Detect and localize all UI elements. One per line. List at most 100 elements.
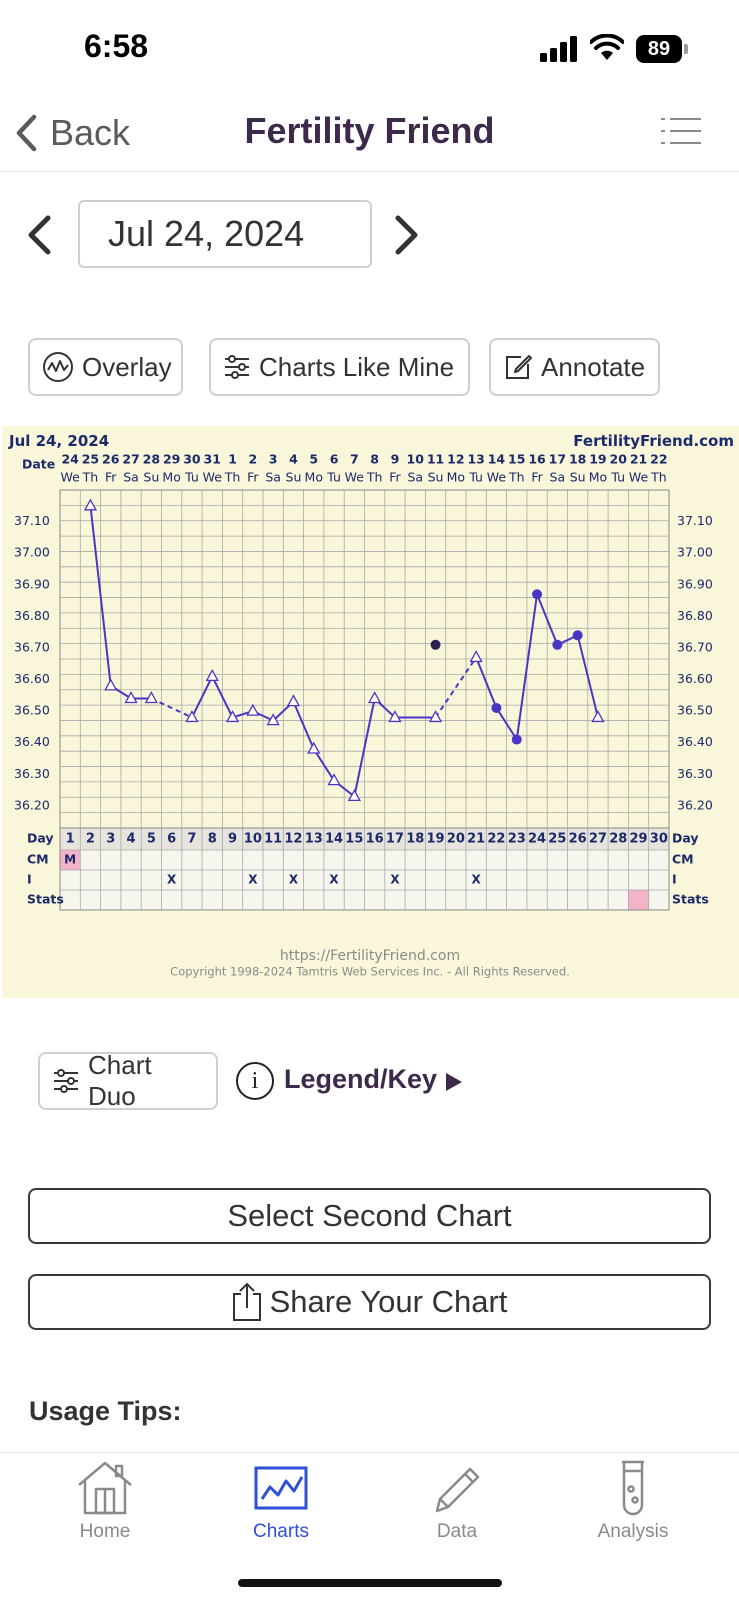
temp-line <box>495 707 518 741</box>
temp-line <box>353 698 376 797</box>
temp-point <box>532 589 543 600</box>
overlay-button[interactable]: Overlay <box>28 338 183 396</box>
temp-point <box>185 710 199 723</box>
tab-analysis-label: Analysis <box>597 1521 669 1542</box>
weekday-label: Su <box>286 470 302 485</box>
navigation-bar: Back Fertility Friend <box>0 100 739 172</box>
temp-point <box>388 710 402 723</box>
cycle-day-label: 23 <box>508 832 526 847</box>
date-field[interactable]: Jul 24, 2024 <box>78 200 372 268</box>
y-tick-left: 36.20 <box>14 797 50 812</box>
share-chart-button[interactable]: Share Your Chart <box>28 1274 711 1330</box>
chart-duo-button[interactable]: Chart Duo <box>38 1050 218 1111</box>
temp-point <box>266 713 280 726</box>
date-label: 28 <box>143 452 160 467</box>
tab-charts[interactable]: Charts <box>206 1459 356 1549</box>
list-menu-icon[interactable] <box>660 116 702 146</box>
y-tick-left: 36.60 <box>14 671 50 686</box>
intercourse-mark: X <box>167 873 177 887</box>
date-label: 22 <box>650 452 667 467</box>
tab-home[interactable]: Home <box>30 1459 180 1549</box>
temp-point <box>327 773 341 786</box>
weekday-label: Sa <box>407 470 423 485</box>
weekday-label: Fr <box>247 470 259 485</box>
cycle-day-label: 6 <box>167 832 176 847</box>
y-tick-right: 36.80 <box>677 608 713 623</box>
day-row-label-right: Day <box>672 831 699 846</box>
temp-point <box>368 691 382 704</box>
cycle-day-label: 13 <box>305 832 323 847</box>
temp-line <box>475 657 498 709</box>
temp-point <box>104 678 118 691</box>
stats-highlight-cell <box>628 890 649 910</box>
weekday-label: We <box>487 470 507 485</box>
y-tick-right: 36.30 <box>677 766 713 781</box>
tab-analysis[interactable]: Analysis <box>558 1459 708 1549</box>
y-tick-right: 37.10 <box>677 513 713 528</box>
intercourse-mark: X <box>248 873 258 887</box>
menses-cell <box>60 850 81 870</box>
weekday-label: Th <box>650 470 667 485</box>
battery-icon: 89 <box>636 35 688 63</box>
date-label: 3 <box>269 452 278 467</box>
fertility-chart: Jul 24, 2024 FertilityFriend.com Date 24 25 2… <box>2 426 739 998</box>
tab-data[interactable]: Data <box>382 1459 532 1549</box>
temp-point <box>144 691 158 704</box>
weekday-label: Mo <box>305 470 323 485</box>
weekday-label: Tu <box>326 470 341 485</box>
cycle-day-label: 5 <box>147 832 156 847</box>
next-date-button[interactable] <box>392 212 422 258</box>
date-label: 19 <box>589 452 606 467</box>
date-label: 5 <box>309 452 318 467</box>
date-label: 20 <box>610 452 628 467</box>
weekday-label: We <box>629 470 649 485</box>
play-arrow-icon[interactable] <box>444 1071 464 1093</box>
date-label: 13 <box>467 452 484 467</box>
temp-point <box>246 703 260 716</box>
temp-point <box>347 789 361 802</box>
cycle-day-label: 10 <box>244 832 262 847</box>
legend-key-link[interactable]: Legend/Key <box>284 1064 438 1094</box>
previous-date-button[interactable] <box>24 212 54 258</box>
i-row-label-right: I <box>672 872 677 887</box>
weekday-label: Tu <box>184 470 199 485</box>
tab-data-label: Data <box>436 1521 478 1542</box>
annotate-button[interactable]: Annotate <box>489 338 660 396</box>
date-label: 9 <box>391 452 400 467</box>
tab-charts-label: Charts <box>253 1521 309 1542</box>
date-label: 29 <box>163 452 180 467</box>
home-icon <box>78 1461 132 1515</box>
share-icon <box>232 1282 261 1321</box>
stats-row-label-left: Stats <box>27 892 64 907</box>
weekday-label: Tu <box>468 470 483 485</box>
select-second-chart-button[interactable]: Select Second Chart <box>28 1188 711 1244</box>
cycle-day-label: 1 <box>66 832 75 847</box>
cycle-day-label: 16 <box>366 832 384 847</box>
y-tick-left: 37.00 <box>14 545 50 560</box>
cycle-day-label: 11 <box>264 832 282 847</box>
y-tick-left: 36.30 <box>14 766 50 781</box>
cycle-day-label: 19 <box>427 832 445 847</box>
cycle-day-label: 25 <box>548 832 566 847</box>
weekday-label: Mo <box>162 470 180 485</box>
info-icon[interactable]: i <box>236 1062 274 1100</box>
cycle-day-label: 2 <box>86 832 95 847</box>
cellular-signal-icon <box>540 36 577 62</box>
date-label: 11 <box>427 452 444 467</box>
charts-like-mine-label: Charts Like Mine <box>259 351 455 382</box>
y-tick-left: 36.50 <box>14 703 50 718</box>
y-tick-left: 36.70 <box>14 639 50 654</box>
weekday-label: We <box>345 470 365 485</box>
chart-icon <box>254 1466 308 1510</box>
cycle-day-label: 27 <box>589 832 607 847</box>
weekday-label: Sa <box>550 470 566 485</box>
date-label: 18 <box>569 452 586 467</box>
charts-like-mine-button[interactable]: Charts Like Mine <box>209 338 470 396</box>
y-tick-left: 36.40 <box>14 734 50 749</box>
weekday-label: Su <box>570 470 586 485</box>
i-row-label-left: I <box>27 872 32 887</box>
weekday-label: Th <box>508 470 525 485</box>
date-label: 1 <box>228 452 237 467</box>
back-button[interactable]: Back <box>14 108 130 158</box>
